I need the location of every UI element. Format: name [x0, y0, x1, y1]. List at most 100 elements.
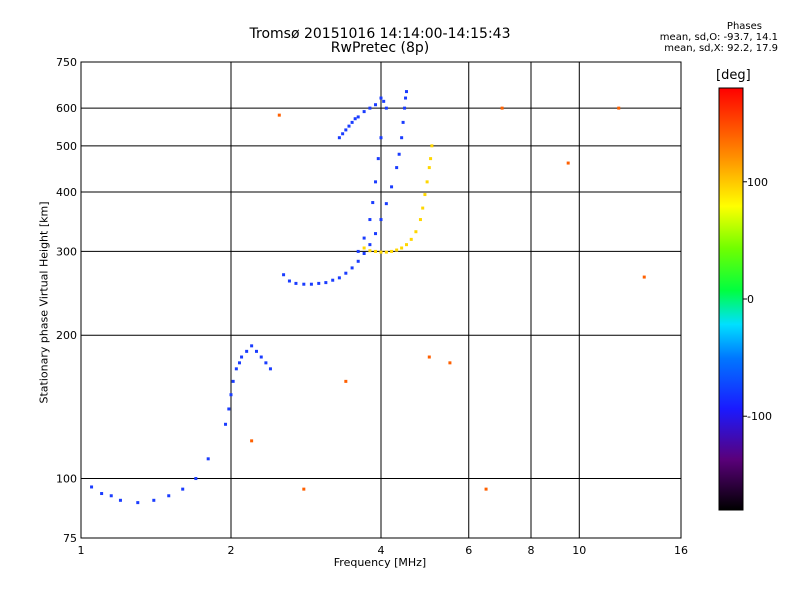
data-point — [448, 361, 452, 365]
data-point — [356, 259, 360, 263]
data-point — [368, 249, 372, 253]
data-point — [337, 276, 341, 280]
data-point — [376, 157, 380, 161]
data-point — [374, 249, 378, 253]
data-point — [368, 218, 372, 222]
data-point — [409, 237, 413, 241]
data-point — [302, 487, 306, 491]
data-point — [231, 379, 235, 383]
data-point — [403, 106, 407, 110]
data-point — [344, 271, 348, 275]
data-points — [90, 90, 646, 505]
phases-x-mode: mean, sd,X: 92.2, 17.9 — [664, 43, 778, 54]
data-point — [382, 99, 386, 103]
data-point — [90, 485, 94, 489]
data-point — [390, 185, 394, 189]
data-point — [395, 248, 399, 252]
data-point — [237, 361, 241, 365]
data-point — [421, 206, 425, 210]
x-tick-label: 8 — [528, 544, 535, 557]
data-point — [317, 281, 321, 285]
grid-lines — [81, 62, 681, 538]
data-point — [404, 243, 408, 247]
data-point — [484, 487, 488, 491]
x-axis-label: Frequency [MHz] — [333, 556, 427, 569]
data-point — [427, 166, 431, 170]
axis-ticks: 1 2 4 6 8 10 16 75 100 200 300 400 500 600 750 — [56, 56, 688, 557]
data-point — [384, 250, 388, 254]
x-tick-label: 1 — [78, 544, 85, 557]
x-tick-label: 6 — [465, 544, 472, 557]
data-point — [250, 439, 254, 443]
data-point — [167, 494, 171, 498]
data-point — [347, 124, 351, 128]
data-point — [344, 128, 348, 132]
data-point — [429, 157, 433, 161]
data-point — [234, 367, 238, 371]
data-point — [100, 492, 104, 496]
data-point — [350, 266, 354, 270]
data-point — [136, 501, 140, 505]
y-tick-label: 500 — [56, 140, 77, 153]
data-point — [423, 193, 427, 197]
data-point — [395, 166, 399, 170]
data-point — [264, 361, 268, 365]
data-point — [353, 117, 357, 121]
colorbar-ticks: 100 0 -100 — [743, 176, 772, 423]
data-point — [414, 230, 418, 234]
data-point — [374, 180, 378, 184]
data-point — [397, 152, 401, 156]
data-point — [404, 90, 408, 94]
data-point — [245, 349, 249, 353]
data-point — [368, 243, 372, 247]
data-point — [224, 422, 228, 426]
data-point — [362, 110, 366, 114]
colorbar — [718, 87, 744, 511]
data-point — [152, 498, 156, 502]
data-point — [229, 393, 233, 397]
colorbar-tick-label: 0 — [747, 293, 754, 306]
data-point — [418, 218, 422, 222]
data-point — [282, 273, 286, 277]
data-point — [362, 236, 366, 240]
data-point — [379, 96, 383, 100]
data-point — [374, 103, 378, 107]
data-point — [227, 407, 231, 411]
data-point — [356, 115, 360, 119]
x-tick-label: 4 — [378, 544, 385, 557]
x-tick-label: 16 — [674, 544, 688, 557]
phases-legend: Phases mean, sd,O: -93.7, 14.1 mean, sd,… — [660, 21, 778, 54]
data-point — [617, 106, 621, 110]
data-point — [337, 136, 341, 140]
data-point — [181, 487, 185, 491]
chart-subtitle: RwPretec (8p) — [330, 40, 430, 56]
y-axis-label: Stationary phase Virtual Height [km] — [37, 201, 51, 404]
data-point — [109, 494, 113, 498]
data-point — [384, 106, 388, 110]
y-tick-label: 600 — [56, 102, 77, 115]
data-point — [566, 161, 570, 165]
data-point — [302, 282, 306, 286]
data-point — [250, 344, 254, 348]
data-point — [309, 282, 313, 286]
phases-o-mode: mean, sd,O: -93.7, 14.1 — [659, 32, 778, 43]
data-point — [287, 279, 291, 283]
y-tick-label: 750 — [56, 56, 77, 69]
data-point — [350, 120, 354, 124]
data-point — [425, 180, 429, 184]
data-point — [390, 249, 394, 253]
data-point — [371, 201, 375, 205]
data-point — [294, 281, 298, 285]
y-tick-label: 100 — [56, 473, 77, 486]
data-point — [240, 355, 244, 359]
y-tick-label: 300 — [56, 245, 77, 258]
data-point — [362, 251, 366, 255]
colorbar-tick-label: 100 — [747, 176, 768, 189]
data-point — [194, 477, 198, 481]
data-point — [430, 144, 434, 148]
data-point — [277, 113, 281, 117]
y-tick-label: 200 — [56, 329, 77, 342]
data-point — [259, 355, 263, 359]
data-point — [379, 218, 383, 222]
